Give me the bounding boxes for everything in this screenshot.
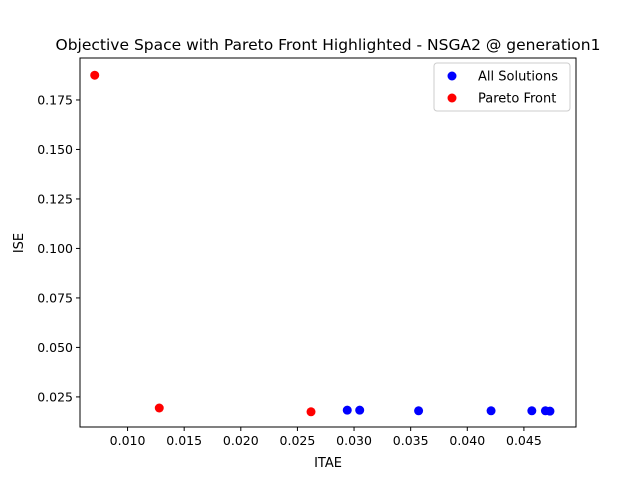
- x-tick-label: 0.040: [449, 433, 485, 448]
- y-tick-label: 0.150: [37, 142, 73, 157]
- y-tick-label: 0.025: [37, 389, 73, 404]
- x-tick-label: 0.035: [393, 433, 429, 448]
- legend-label: All Solutions: [478, 70, 558, 85]
- legend: All Solutions Pareto Front: [433, 62, 571, 112]
- x-tick-label: 0.045: [506, 433, 542, 448]
- all-solutions-point: [342, 405, 352, 415]
- x-tick-label: 0.010: [110, 433, 146, 448]
- pareto-front-point: [90, 70, 100, 80]
- x-axis: 0.010 0.015 0.020 0.025 0.030 0.035 0.040 0.045: [110, 427, 542, 448]
- all-solutions-point: [414, 406, 424, 416]
- all-solutions-point: [486, 406, 496, 416]
- y-axis: 0.025 0.050 0.075 0.100 0.125 0.150 0.175: [37, 92, 80, 404]
- plot-area: [90, 70, 555, 417]
- all-solutions-point: [527, 406, 537, 416]
- pareto-front-point: [154, 403, 164, 413]
- all-solutions-point: [545, 406, 555, 416]
- legend-box: [433, 62, 571, 112]
- legend-items: All Solutions Pareto Front: [447, 70, 558, 107]
- chart-title: Objective Space with Pareto Front Highli…: [56, 36, 601, 54]
- legend-marker: [447, 93, 457, 103]
- x-tick-label: 0.020: [223, 433, 259, 448]
- x-axis-label: ITAE: [314, 456, 342, 471]
- x-tick-label: 0.015: [166, 433, 202, 448]
- y-tick-label: 0.125: [37, 191, 73, 206]
- axes-frame: [79, 57, 577, 428]
- x-tick-label: 0.030: [336, 433, 372, 448]
- legend-label: Pareto Front: [478, 92, 556, 107]
- pareto-front-point: [306, 407, 316, 417]
- y-tick-label: 0.100: [37, 241, 73, 256]
- legend-marker: [447, 71, 457, 81]
- x-tick-label: 0.025: [280, 433, 316, 448]
- y-tick-label: 0.050: [37, 340, 73, 355]
- y-axis-label: ISE: [12, 233, 27, 253]
- y-tick-label: 0.075: [37, 290, 73, 305]
- all-solutions-point: [355, 405, 365, 415]
- y-tick-label: 0.175: [37, 92, 73, 107]
